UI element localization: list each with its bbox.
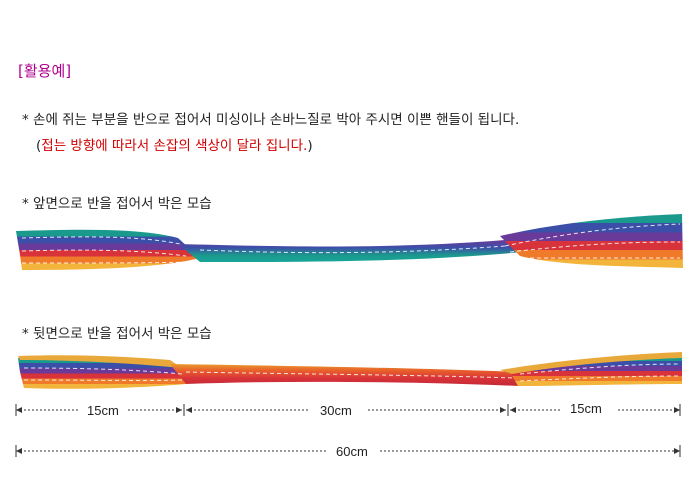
arrow-left-edge [16,407,22,413]
note-red-text: 접는 방향에 따라서 손잡의 색상이 달라 집니다. [41,138,308,154]
arrow-left-mid-a [176,407,182,413]
instruction-text: * 손에 쥐는 부분을 반으로 접어서 미싱이나 손바느질로 박아 주시면 이쁜… [22,112,520,128]
back-strap-fold-left [18,355,182,368]
back-strap-right-end [510,356,682,386]
front-strap-right-end [500,214,683,268]
measure-right: 15cm [570,401,602,416]
front-strap-middle [178,240,522,262]
front-section-title: * 앞면으로 반을 접어서 박은 모습 [22,196,212,212]
measure-total: 60cm [336,444,368,459]
front-folded-strap [16,214,683,270]
back-strap-left-end [18,358,186,389]
back-strap-fold-right [500,352,682,374]
arrow-left-mid-b [186,407,192,413]
back-section-title: * 뒷면으로 반을 접어서 박은 모습 [22,326,212,342]
back-folded-strap [18,352,682,389]
measure-middle: 30cm [320,403,352,418]
arrow-right-mid-a [500,407,506,413]
arrow-total-left [16,448,22,454]
note-text: (접는 방향에 따라서 손잡의 색상이 달라 집니다.) [36,134,313,154]
measure-left: 15cm [87,403,119,418]
arrow-right-edge [674,407,680,413]
back-strap-middle [170,364,520,386]
arrow-total-right [674,448,680,454]
arrow-right-mid-b [510,407,516,413]
measurement-arrowheads [16,407,680,454]
example-heading: [활용예] [18,62,72,80]
front-strap-left-end [16,229,200,270]
note-open-paren: ( [36,138,42,154]
note-close-paren: ) [307,138,313,154]
